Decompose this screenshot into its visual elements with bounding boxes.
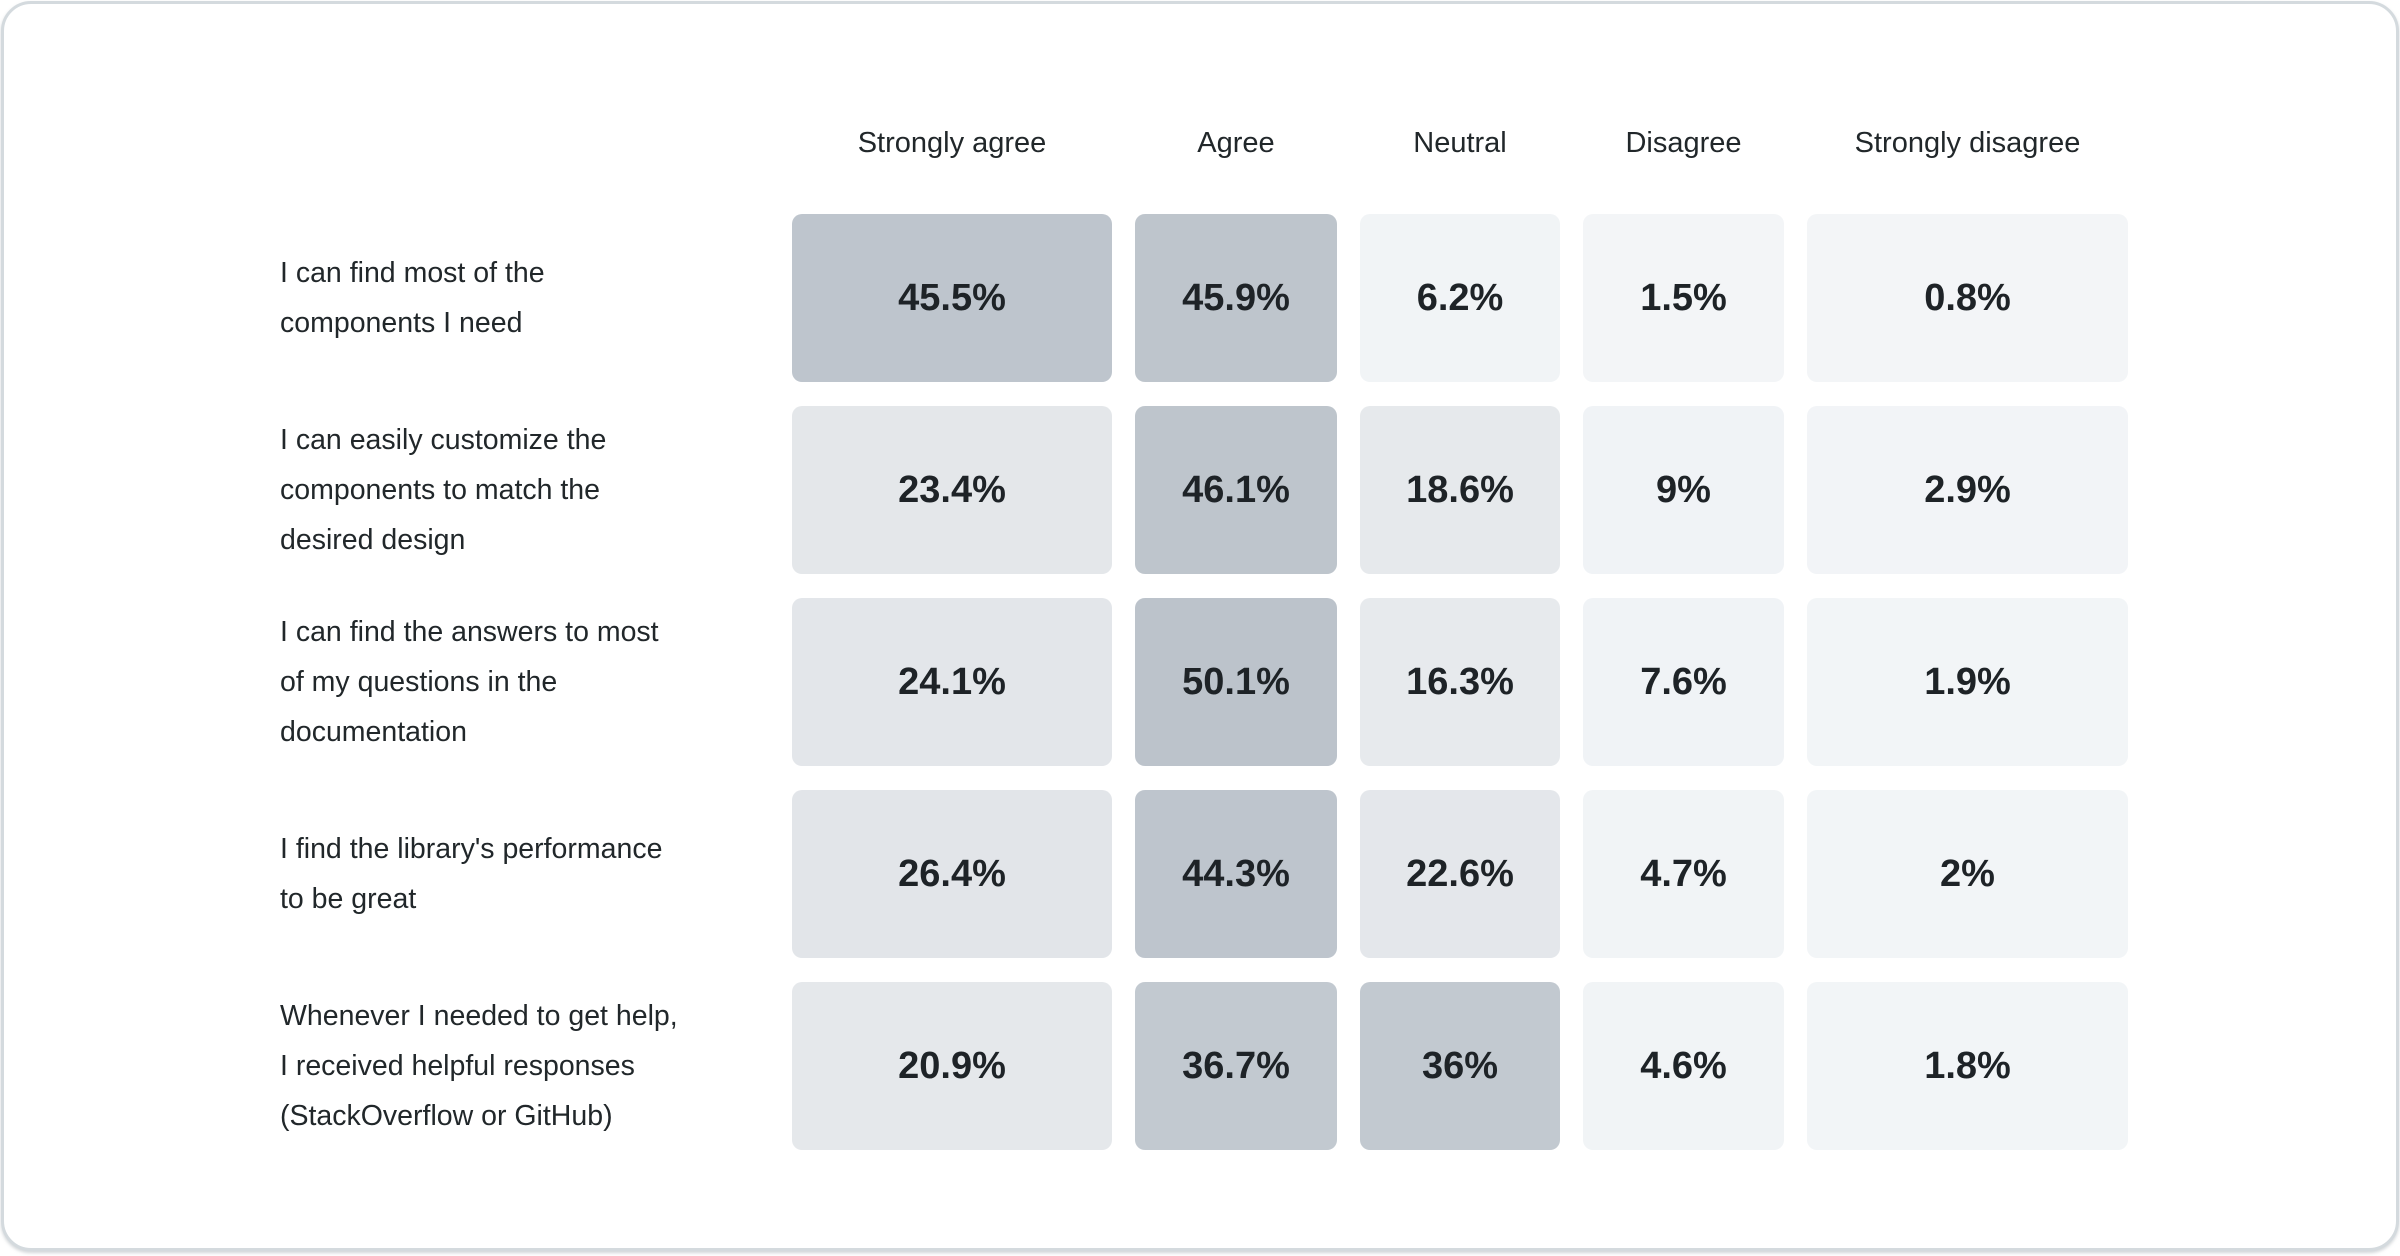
heatmap-cell: 2% [1807,790,2128,958]
heatmap-cell: 16.3% [1360,598,1560,766]
heatmap-cell: 0.8% [1807,214,2128,382]
table-row: I find the library's performance to be gr… [280,790,2128,958]
heatmap-cell: 45.5% [792,214,1112,382]
column-header: Strongly agree [857,127,1047,159]
heatmap-cell: 36.7% [1135,982,1337,1150]
heatmap-cell: 22.6% [1360,790,1560,958]
heatmap-cell: 7.6% [1583,598,1784,766]
row-label: I can easily customize the components to … [280,424,607,556]
row-label-spacer [280,119,769,167]
heatmap-cell: 6.2% [1360,214,1560,382]
heatmap-cell: 18.6% [1360,406,1560,574]
heatmap-cell: 24.1% [792,598,1112,766]
table-row: I can find most of the components I need 4… [280,214,2128,382]
heatmap-cell: 1.8% [1807,982,2128,1150]
column-header: Strongly disagree [1854,127,2081,159]
survey-heatmap: Strongly agree Agree Neutral Disagree Strong… [280,4,2128,1174]
table-row: I can easily customize the components to … [280,406,2128,574]
column-header: Neutral [1413,127,1507,159]
table-row: Whenever I needed to get help, I received… [280,982,2128,1150]
heatmap-cell: 4.6% [1583,982,1784,1150]
row-label: Whenever I needed to get help, I received… [280,1000,678,1132]
heatmap-cell: 50.1% [1135,598,1337,766]
heatmap-cell: 1.9% [1807,598,2128,766]
heatmap-cell: 36% [1360,982,1560,1150]
heatmap-cell: 2.9% [1807,406,2128,574]
heatmap-cell: 26.4% [792,790,1112,958]
heatmap-cell: 23.4% [792,406,1112,574]
row-label: I find the library's performance to be gr… [280,833,663,915]
heatmap-cell: 1.5% [1583,214,1784,382]
column-header: Agree [1197,127,1275,159]
heatmap-cell: 4.7% [1583,790,1784,958]
table-row: I can find the answers to most of my ques… [280,598,2128,766]
heatmap-cell: 45.9% [1135,214,1337,382]
heatmap-cell: 46.1% [1135,406,1337,574]
heatmap-cell: 44.3% [1135,790,1337,958]
survey-rows: I can find most of the components I need 4… [280,214,2128,1150]
row-label: I can find the answers to most of my ques… [280,616,659,748]
heatmap-cell: 9% [1583,406,1784,574]
heatmap-cell: 20.9% [792,982,1112,1150]
header-row: Strongly agree Agree Neutral Disagree Strong… [280,119,2128,167]
row-label: I can find most of the components I need [280,257,545,339]
column-header: Disagree [1625,127,1742,159]
